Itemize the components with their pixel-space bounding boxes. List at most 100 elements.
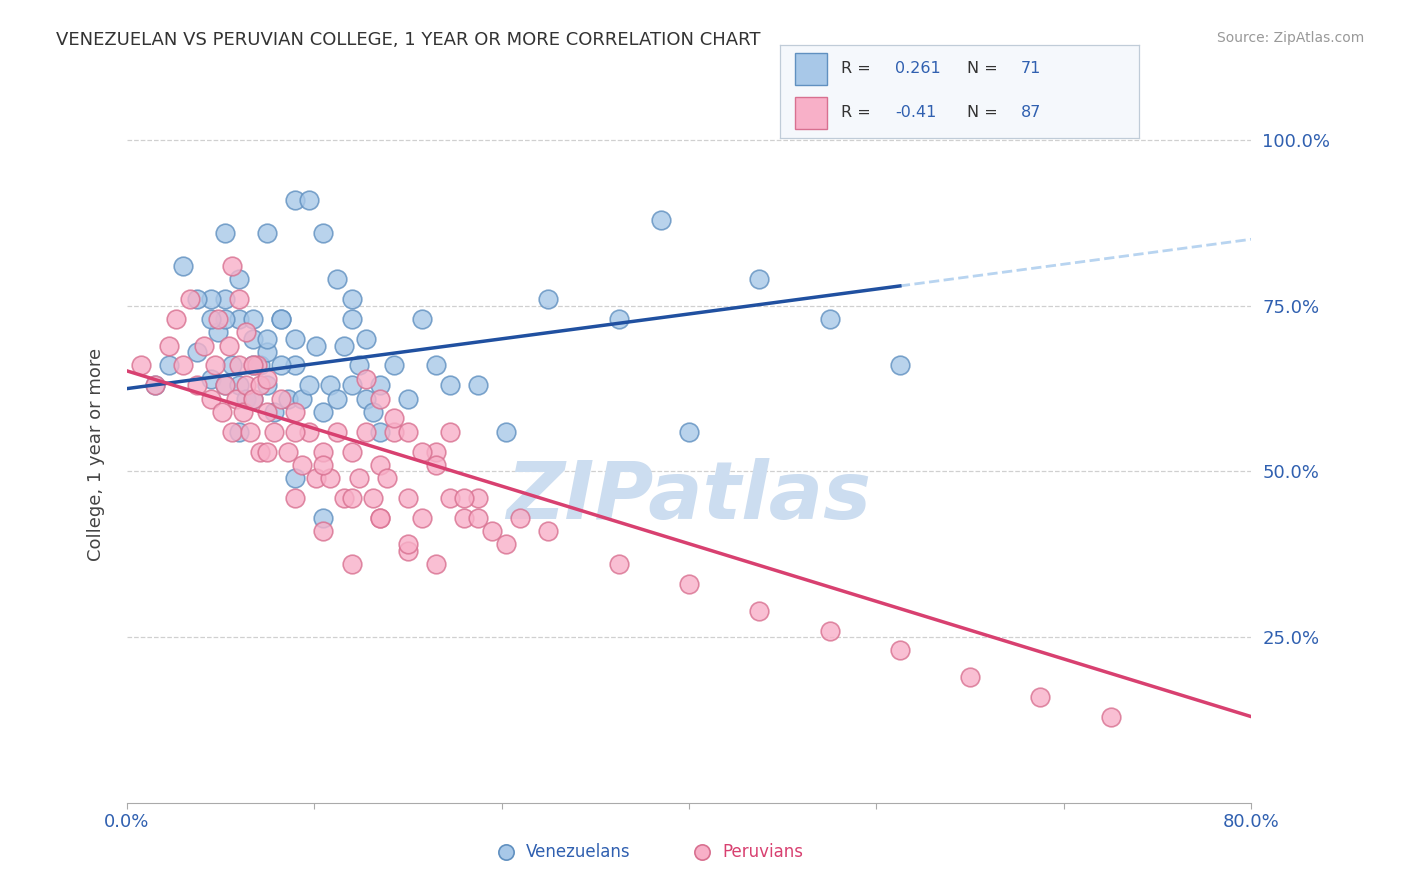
Point [165, 312, 187, 326]
Point [425, 359, 447, 373]
Point [277, 392, 299, 406]
Point [256, 226, 278, 240]
Point [186, 292, 208, 306]
Point [172, 259, 194, 273]
Point [172, 359, 194, 373]
Point [354, 392, 377, 406]
Point [263, 425, 285, 439]
Point [129, 359, 152, 373]
Point [537, 292, 560, 306]
Point [453, 491, 475, 505]
Point [143, 378, 166, 392]
Point [256, 405, 278, 419]
Point [312, 405, 335, 419]
Point [347, 471, 370, 485]
Point [319, 378, 342, 392]
Point [179, 292, 201, 306]
Point [425, 558, 447, 572]
Point [607, 312, 630, 326]
Point [326, 272, 349, 286]
Point [312, 226, 335, 240]
Point [305, 338, 328, 352]
Point [1099, 709, 1122, 723]
Point [481, 524, 503, 538]
Point [312, 458, 335, 472]
Point [361, 491, 384, 505]
Point [326, 392, 349, 406]
Point [214, 226, 236, 240]
Point [382, 425, 405, 439]
Point [361, 405, 384, 419]
Point [650, 212, 672, 227]
Point [143, 378, 166, 392]
Point [200, 372, 222, 386]
Text: VENEZUELAN VS PERUVIAN COLLEGE, 1 YEAR OR MORE CORRELATION CHART: VENEZUELAN VS PERUVIAN COLLEGE, 1 YEAR O… [56, 31, 761, 49]
Point [284, 193, 307, 207]
Point [284, 359, 307, 373]
Point [340, 292, 363, 306]
Point [218, 338, 240, 352]
Point [270, 312, 292, 326]
Point [256, 372, 278, 386]
Point [235, 326, 257, 340]
Text: ZIPatlas: ZIPatlas [506, 458, 872, 536]
Point [157, 338, 180, 352]
Point [396, 491, 419, 505]
Point [242, 392, 264, 406]
Point [249, 444, 271, 458]
Point [889, 359, 911, 373]
Point [291, 458, 314, 472]
Point [382, 359, 405, 373]
Point [678, 425, 700, 439]
Point [326, 425, 349, 439]
Point [748, 604, 770, 618]
Point [411, 312, 433, 326]
Point [354, 332, 377, 346]
Point [207, 326, 229, 340]
Point [228, 378, 250, 392]
Text: R =: R = [841, 62, 876, 77]
Point [368, 511, 391, 525]
Point [239, 425, 262, 439]
Point [537, 524, 560, 538]
Point [228, 312, 250, 326]
Text: Peruvians: Peruvians [723, 843, 804, 861]
Text: R =: R = [841, 105, 876, 120]
Point [242, 332, 264, 346]
Point [1029, 690, 1052, 704]
Point [232, 405, 254, 419]
Point [368, 511, 391, 525]
Point [204, 359, 226, 373]
Point [818, 624, 841, 638]
Point [396, 544, 419, 558]
Point [495, 537, 517, 551]
Point [509, 511, 531, 525]
Text: Venezuelans: Venezuelans [526, 843, 630, 861]
Point [284, 425, 307, 439]
Point [256, 444, 278, 458]
Point [284, 491, 307, 505]
Point [340, 312, 363, 326]
Y-axis label: College, 1 year or more: College, 1 year or more [87, 349, 105, 561]
Point [256, 378, 278, 392]
Point [467, 378, 489, 392]
Point [354, 425, 377, 439]
Point [235, 378, 257, 392]
Point [375, 471, 398, 485]
Point [396, 425, 419, 439]
Point [396, 537, 419, 551]
Point [284, 332, 307, 346]
Point [200, 312, 222, 326]
Text: 87: 87 [1021, 105, 1040, 120]
Point [270, 392, 292, 406]
Point [959, 670, 981, 684]
Point [354, 372, 377, 386]
Point [221, 425, 243, 439]
Point [270, 359, 292, 373]
Point [607, 558, 630, 572]
Point [347, 359, 370, 373]
Point [340, 558, 363, 572]
Point [263, 405, 285, 419]
Point [333, 491, 356, 505]
Point [439, 491, 461, 505]
